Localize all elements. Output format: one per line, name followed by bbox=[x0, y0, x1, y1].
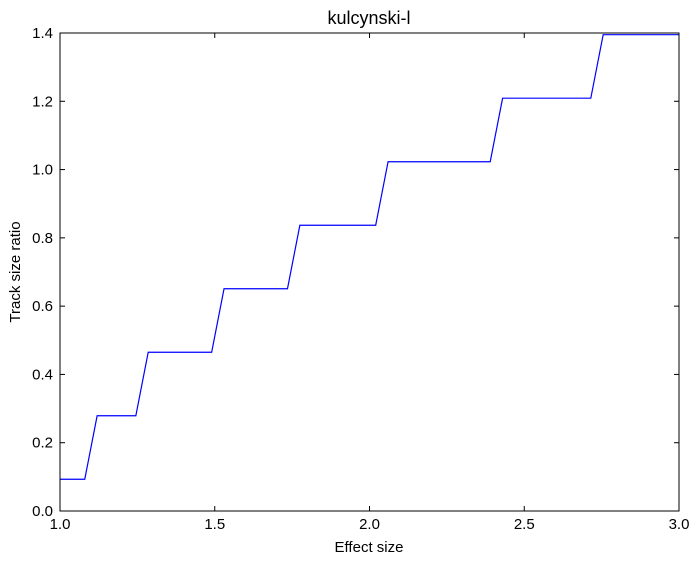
x-tick-label: 1.5 bbox=[204, 516, 225, 533]
y-axis-label: Track size ratio bbox=[7, 221, 24, 322]
x-tick-label: 3.0 bbox=[669, 516, 690, 533]
y-tick-label: 1.4 bbox=[32, 25, 53, 42]
y-tick-label: 0.6 bbox=[32, 298, 53, 315]
y-tick-label: 0.8 bbox=[32, 230, 53, 247]
x-tick-label: 2.0 bbox=[359, 516, 380, 533]
x-tick-label: 2.5 bbox=[514, 516, 535, 533]
x-tick-label: 1.0 bbox=[50, 516, 71, 533]
plot-area bbox=[60, 33, 679, 511]
y-tick-label: 0.0 bbox=[32, 503, 53, 520]
y-tick-label: 0.2 bbox=[32, 435, 53, 452]
series-line-0 bbox=[60, 34, 679, 480]
y-axis: 0.0 0.2 0.4 0.6 0.8 1.0 1.2 1.4 bbox=[32, 25, 679, 520]
y-tick-label: 1.2 bbox=[32, 93, 53, 110]
x-axis: 1.0 1.5 2.0 2.5 3.0 bbox=[50, 33, 690, 533]
y-tick-label: 1.0 bbox=[32, 162, 53, 179]
y-tick-label: 0.4 bbox=[32, 366, 53, 383]
chart-title: kulcynski-l bbox=[327, 8, 410, 28]
x-axis-label: Effect size bbox=[335, 539, 404, 556]
series-layer bbox=[60, 34, 679, 480]
